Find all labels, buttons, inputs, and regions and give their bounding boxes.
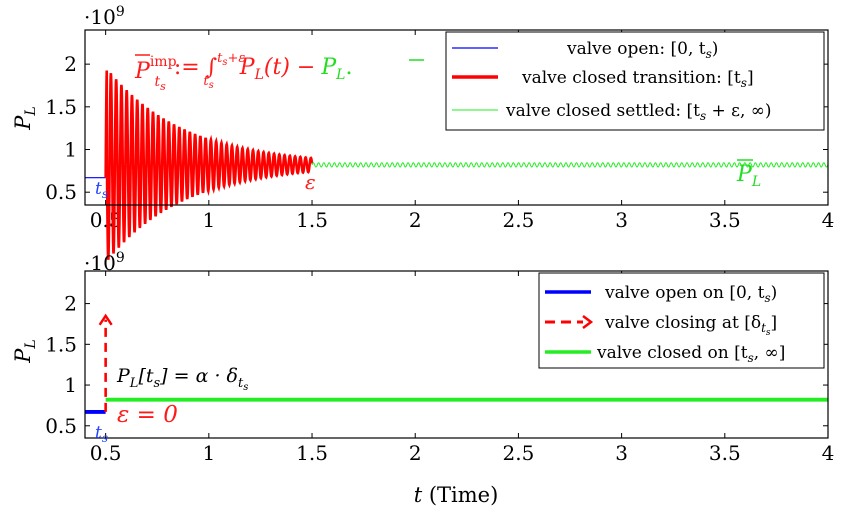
- bottom-xlabel: t (Time): [414, 483, 499, 507]
- top-ylabel: PL: [11, 106, 39, 130]
- top-formula: Pimp ts:= ∫ts+ε tsPL(t) − PL.: [134, 51, 352, 93]
- bottom-xtick-label: 2: [409, 441, 422, 465]
- bottom-xtick-label: 1: [202, 441, 215, 465]
- top-ytick-label: 0.5: [45, 180, 77, 204]
- bottom-ytick-label: 0.5: [45, 414, 77, 438]
- top-series-2: [311, 162, 829, 168]
- top-xtick-label: 4: [822, 208, 835, 232]
- bottom-xtick-label: 2.5: [503, 441, 535, 465]
- bottom-impulse-label: PL[ts] = α · δts: [116, 365, 248, 393]
- bottom-ts-label: ts: [95, 423, 108, 445]
- top-xtick-label: 2.5: [503, 208, 535, 232]
- legend-label-transition: valve closed transition: [ts]: [521, 68, 754, 90]
- bottom-panel: ·109 PL 0.5 1 1.5 2 2.5 3 3.5 40.511.52 PL[ts] …: [11, 250, 834, 507]
- legend-label-open: valve open: [0, ts): [566, 39, 718, 61]
- top-series: [85, 70, 829, 260]
- top-xtick-label: 3: [615, 208, 628, 232]
- bottom-ylabel: PL: [11, 339, 39, 363]
- bottom-axes-frame: [84, 270, 829, 439]
- top-ts-label: ts: [95, 179, 108, 201]
- top-eps-label: ε: [305, 170, 316, 194]
- top-panel: ·109 PL 0.5 1 1.5 2 2.5 3 3.5 4 0.5 1 1.5 2 Pimp ts:…: [11, 4, 834, 260]
- bottom-xtick-label: 0.5: [90, 441, 122, 465]
- top-plbar-label: PL: [736, 162, 761, 190]
- top-xtick-label: 0.5: [90, 208, 122, 232]
- legend-label-open-on: valve open on [0, ts): [604, 283, 777, 305]
- top-xtick-label: 3.5: [709, 208, 741, 232]
- bottom-xtick-label: 3: [615, 441, 628, 465]
- top-ticks: 0.5 1 1.5 2 2.5 3 3.5 4 0.5 1 1.5 2: [45, 30, 834, 232]
- bottom-xtick-label: 3.5: [709, 441, 741, 465]
- top-legend-box: [445, 31, 825, 131]
- top-ytick-label: 1: [64, 138, 77, 162]
- top-xtick-label: 2: [409, 208, 422, 232]
- top-multiplier: ·109: [84, 4, 125, 29]
- top-axes-frame: [84, 29, 829, 206]
- legend-label-closing: valve closing at [δts]: [604, 313, 777, 338]
- bottom-ytick-label: 1: [64, 373, 77, 397]
- bottom-ytick-label: 2: [64, 292, 77, 316]
- legend-label-closed-on: valve closed on [ts, ∞]: [596, 343, 785, 365]
- top-ytick-label: 1.5: [45, 95, 77, 119]
- bottom-eps-zero: ε = 0: [117, 402, 178, 428]
- bottom-series: [85, 313, 828, 414]
- legend-swatch-closing-arrowhead: [582, 315, 594, 329]
- legend-label-settled: valve closed settled: [ts + ε, ∞): [505, 101, 772, 123]
- top-ytick-label: 2: [64, 52, 77, 76]
- bottom-ticks: 0.5 1 1.5 2 2.5 3 3.5 4 0.5 1 1.5 2: [45, 271, 834, 465]
- top-legend: valve open: [0, ts) valve closed transit…: [445, 31, 825, 131]
- bottom-ytick-label: 1.5: [45, 332, 77, 356]
- top-series-1: [104, 70, 314, 260]
- bottom-legend: valve open on [0, ts) valve closing at […: [538, 272, 825, 369]
- bottom-xtick-label: 4: [822, 441, 835, 465]
- bottom-xtick-label: 1.5: [296, 441, 328, 465]
- bottom-series-1-arrowhead: [98, 313, 113, 326]
- top-xtick-label: 1: [202, 208, 215, 232]
- top-xtick-label: 1.5: [296, 208, 328, 232]
